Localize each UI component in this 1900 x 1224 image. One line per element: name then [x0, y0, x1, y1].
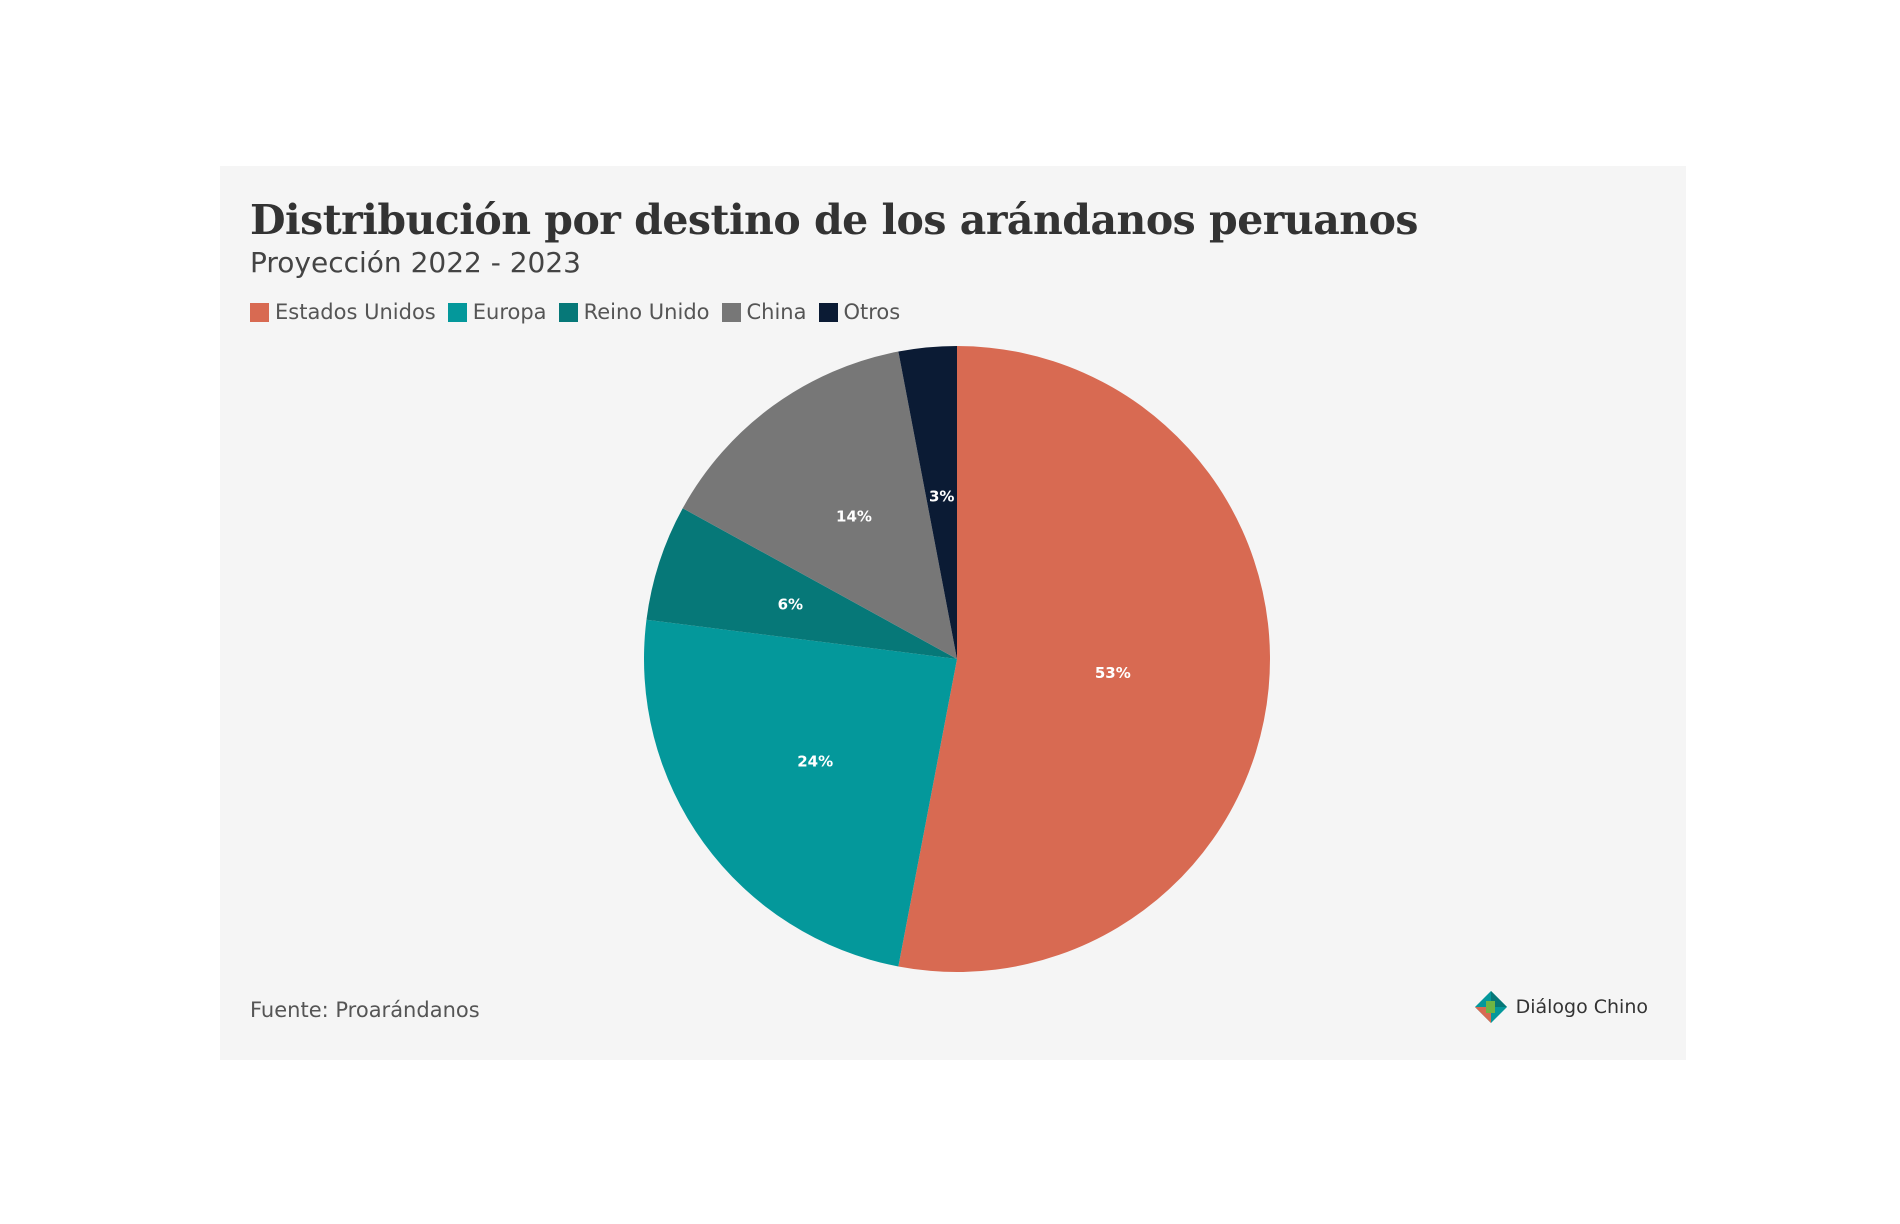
pie-data-label: 24% [797, 753, 833, 771]
chart-title: Distribución por destino de los arándano… [250, 196, 1419, 244]
legend-label: Otros [843, 300, 901, 324]
pie-chart: 53% 24% 6% 14% 3% [644, 346, 1270, 972]
legend-item-china: China [721, 300, 807, 324]
legend-item-estados-unidos: Estados Unidos [250, 300, 436, 324]
legend-swatch [818, 302, 838, 322]
pie-data-label: 3% [929, 487, 954, 505]
chart-subtitle: Proyección 2022 - 2023 [250, 246, 581, 279]
dialogo-chino-diamond-icon [1474, 991, 1507, 1023]
legend-label: Reino Unido [583, 300, 710, 324]
legend-label: Estados Unidos [275, 300, 436, 324]
legend-label: Europa [472, 300, 547, 324]
logo: Diálogo Chino [1474, 990, 1648, 1024]
pie-slice-otros [898, 346, 957, 659]
legend-swatch [558, 302, 578, 322]
legend-swatch [721, 302, 741, 322]
chart-legend: Estados Unidos Europa Reino Unido China … [250, 300, 900, 324]
pie-slice-reino-unido [646, 508, 957, 659]
chart-source: Fuente: Proarándanos [250, 998, 480, 1022]
pie-data-label: 14% [836, 508, 872, 526]
pie-data-label: 53% [1095, 664, 1131, 682]
logo-text: Diálogo Chino [1515, 996, 1648, 1018]
legend-item-reino-unido: Reino Unido [558, 300, 710, 324]
legend-item-europa: Europa [447, 300, 547, 324]
pie-slice-estados-unidos [898, 346, 1270, 972]
legend-swatch [250, 302, 269, 322]
legend-label: China [746, 300, 807, 324]
legend-swatch [447, 302, 467, 322]
legend-item-otros: Otros [818, 300, 901, 324]
pie-slice-europa [644, 619, 957, 967]
pie-slice-china [682, 351, 957, 659]
pie-data-label: 6% [778, 595, 803, 613]
chart-card: Distribución por destino de los arándano… [220, 166, 1686, 1060]
